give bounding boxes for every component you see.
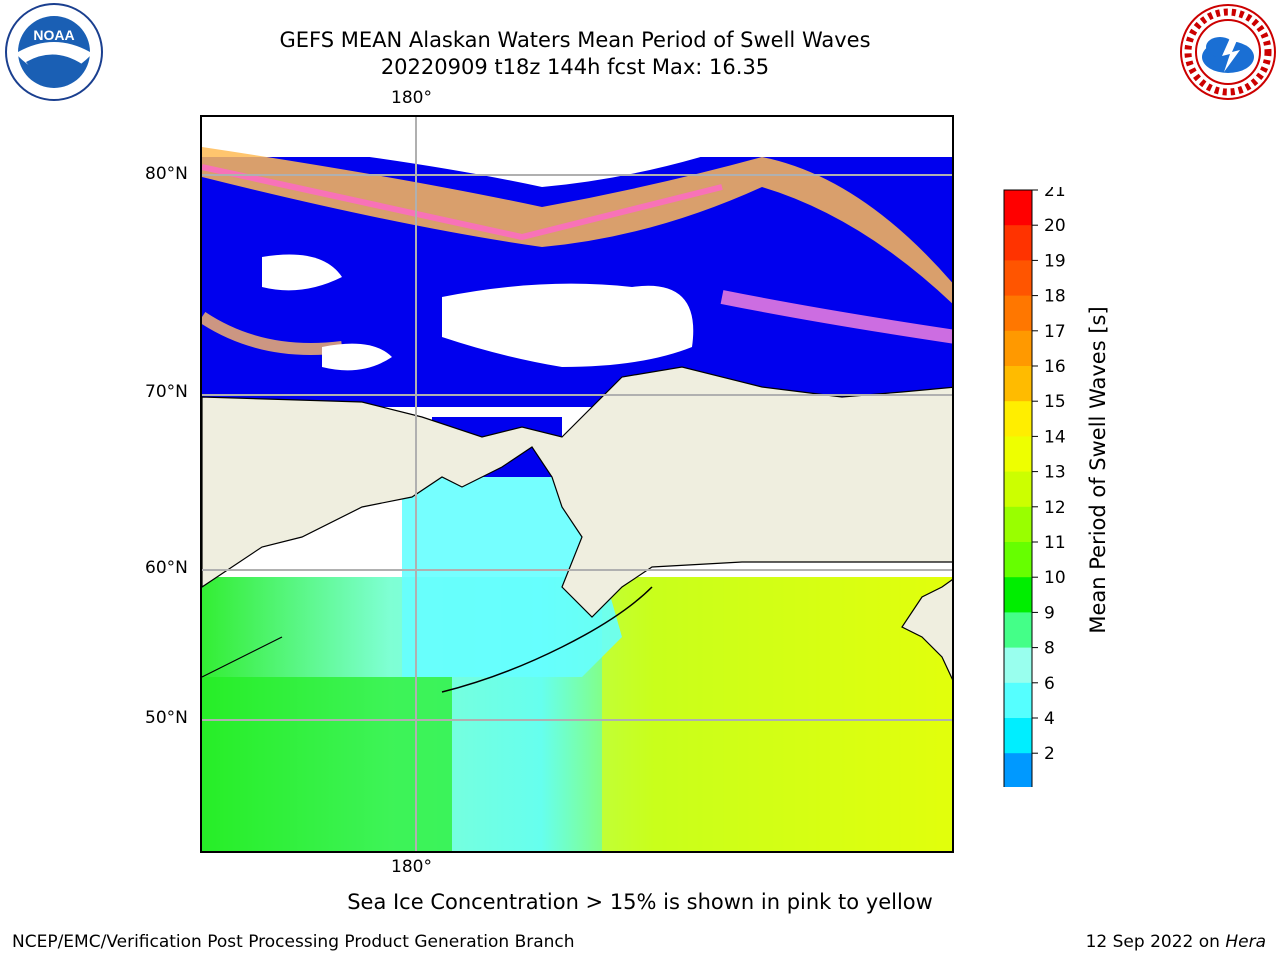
colorbar-tick-label: 20 [1044,216,1066,236]
noaa-logo: NOAA [5,3,103,101]
colorbar-segment [1004,542,1032,578]
colorbar-tick-label: 19 [1044,251,1066,271]
colorbar-tick-label: 18 [1044,287,1066,307]
colorbar-tick-label: 12 [1044,498,1066,518]
svg-text:NOAA: NOAA [33,27,74,43]
ice-pack [442,283,694,367]
map-canvas [202,117,952,851]
chart-title: GEFS MEAN Alaskan Waters Mean Period of … [279,28,871,52]
colorbar-tick-label: 16 [1044,357,1066,377]
colorbar-segment [1004,471,1032,508]
lat-label-70: 70°N [145,382,188,402]
colorbar-segment [1004,260,1032,297]
lat-label-80: 80°N [145,164,188,184]
colorbar-segment [1004,330,1032,367]
colorbar-segment [1004,506,1032,543]
colorbar-tick-label: 17 [1044,322,1066,342]
colorbar-segment [1004,753,1032,787]
colorbar-segment [1004,366,1032,402]
colorbar-segment [1004,682,1032,719]
colorbar-segment [1004,577,1032,613]
colorbar: 21 20 19 18 17 16 15 14 13 12 11 10 9 8 6 4 2 [1003,187,1066,787]
colorbar-tick-label: 14 [1044,427,1066,447]
colorbar-tick-label: 13 [1044,463,1066,483]
colorbar-segment [1004,647,1032,684]
colorbar-label: Mean Period of Swell Waves [s] [1086,306,1110,634]
colorbar-segment [1004,718,1032,754]
lon-label-bottom: 180° [391,857,432,877]
colorbar-segment [1004,401,1032,437]
colorbar-segment [1004,295,1032,332]
footer-machine: Hera [1225,932,1266,952]
footer-date: 12 Sep 2022 on Hera [1086,932,1266,952]
colorbar-tick-label: 9 [1044,603,1055,623]
sea-ice-note: Sea Ice Concentration > 15% is shown in … [347,890,933,914]
lon-label-top: 180° [391,88,432,108]
lat-label-60: 60°N [145,558,188,578]
colorbar-tick-label: 10 [1044,568,1066,588]
colorbar-tick-label: 15 [1044,392,1066,412]
colorbar-tick-label: 11 [1044,533,1066,553]
colorbar-segment [1004,436,1032,473]
colorbar-tick-label: 2 [1044,744,1055,764]
colorbar-tick-label: 21 [1044,187,1066,201]
colorbar-segment [1004,190,1032,226]
nws-logo [1180,4,1276,100]
colorbar-segment [1004,225,1032,261]
colorbar-segment [1004,612,1032,649]
footer-credit: NCEP/EMC/Verification Post Processing Pr… [12,932,575,952]
chart-subtitle: 20220909 t18z 144h fcst Max: 16.35 [380,55,770,79]
lat-label-50: 50°N [145,708,188,728]
colorbar-tick-label: 8 [1044,639,1055,659]
colorbar-tick-label: 6 [1044,674,1055,694]
colorbar-tick-label: 4 [1044,709,1055,729]
alaska-land [202,366,952,618]
graticule [202,117,952,851]
footer-date-text: 12 Sep 2022 on [1085,932,1226,952]
aleutian-islands [441,586,653,693]
map-plot [200,115,954,853]
colorbar-border [1003,189,1033,787]
